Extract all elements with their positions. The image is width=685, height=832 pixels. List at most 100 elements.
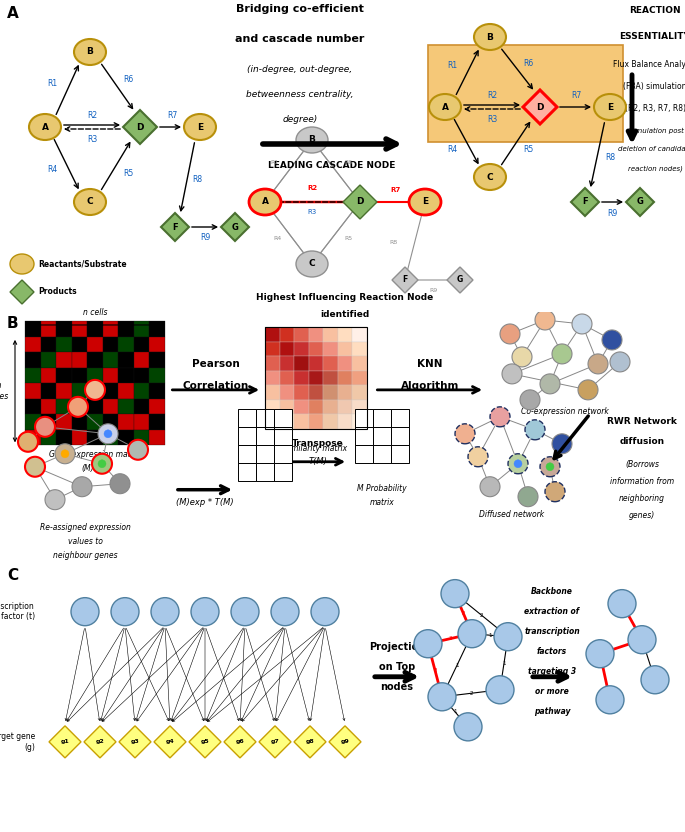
Bar bbox=[265, 414, 279, 428]
Text: 1: 1 bbox=[488, 632, 492, 637]
Bar bbox=[40, 353, 56, 368]
Bar bbox=[323, 342, 338, 356]
Text: g9: g9 bbox=[340, 740, 349, 745]
Text: R2: R2 bbox=[487, 91, 497, 100]
Text: (simulation post: (simulation post bbox=[627, 127, 684, 134]
Text: and cascade number: and cascade number bbox=[236, 34, 364, 44]
Bar bbox=[25, 414, 40, 430]
Text: Similarity matrix: Similarity matrix bbox=[284, 444, 347, 453]
Text: neighboring: neighboring bbox=[619, 493, 665, 503]
Text: extraction of: extraction of bbox=[525, 607, 580, 616]
Bar bbox=[87, 368, 103, 384]
Text: nodes: nodes bbox=[380, 681, 414, 691]
Text: on Top: on Top bbox=[379, 661, 415, 671]
Text: Bridging co-efficient: Bridging co-efficient bbox=[236, 4, 364, 14]
Text: G: G bbox=[457, 275, 463, 285]
Text: g7: g7 bbox=[271, 740, 279, 745]
Bar bbox=[391, 409, 409, 427]
Bar bbox=[118, 430, 134, 445]
Bar bbox=[308, 400, 323, 414]
Circle shape bbox=[546, 463, 554, 471]
Bar bbox=[308, 385, 323, 400]
Bar bbox=[279, 414, 294, 428]
Text: B: B bbox=[7, 316, 18, 331]
Bar bbox=[25, 321, 40, 337]
Bar bbox=[118, 321, 134, 337]
Text: genes): genes) bbox=[629, 511, 655, 520]
Text: T(M): T(M) bbox=[308, 457, 327, 466]
Text: g3: g3 bbox=[131, 740, 139, 745]
Bar bbox=[56, 321, 71, 337]
Bar bbox=[279, 400, 294, 414]
Text: t5: t5 bbox=[241, 609, 249, 614]
Text: R3: R3 bbox=[87, 135, 97, 143]
Circle shape bbox=[514, 460, 522, 468]
Bar bbox=[134, 414, 149, 430]
Bar bbox=[87, 353, 103, 368]
Text: 1: 1 bbox=[453, 710, 457, 715]
Circle shape bbox=[628, 626, 656, 654]
Text: Algorithm: Algorithm bbox=[401, 381, 459, 391]
Circle shape bbox=[128, 440, 148, 460]
Text: g5: g5 bbox=[201, 740, 210, 745]
Text: factors: factors bbox=[537, 646, 567, 656]
Bar bbox=[56, 337, 71, 353]
Bar bbox=[103, 353, 118, 368]
Circle shape bbox=[502, 364, 522, 384]
Text: B: B bbox=[486, 32, 493, 42]
Bar bbox=[338, 356, 352, 371]
Bar bbox=[71, 414, 87, 430]
Circle shape bbox=[468, 447, 488, 467]
Text: t1: t1 bbox=[619, 602, 625, 607]
Circle shape bbox=[71, 597, 99, 626]
Text: Pearson: Pearson bbox=[192, 359, 240, 369]
Text: 1: 1 bbox=[502, 661, 506, 666]
Bar bbox=[40, 368, 56, 384]
Text: C: C bbox=[486, 172, 493, 181]
Text: t2: t2 bbox=[121, 609, 129, 614]
Bar bbox=[338, 400, 352, 414]
Bar bbox=[87, 399, 103, 414]
Text: R7: R7 bbox=[167, 111, 177, 121]
Ellipse shape bbox=[296, 251, 328, 277]
Text: A: A bbox=[262, 197, 269, 206]
Bar bbox=[56, 399, 71, 414]
Circle shape bbox=[68, 397, 88, 417]
Circle shape bbox=[61, 450, 69, 458]
Circle shape bbox=[602, 330, 622, 350]
Text: 3: 3 bbox=[433, 668, 437, 673]
Bar bbox=[373, 445, 391, 463]
Bar bbox=[56, 384, 71, 399]
Bar bbox=[294, 328, 308, 342]
Bar bbox=[323, 371, 338, 385]
Text: R3: R3 bbox=[487, 115, 497, 123]
Text: t7: t7 bbox=[497, 687, 503, 692]
Bar bbox=[274, 463, 292, 481]
Polygon shape bbox=[49, 726, 81, 758]
Bar bbox=[87, 337, 103, 353]
Text: transcription: transcription bbox=[524, 626, 580, 636]
Text: D: D bbox=[536, 102, 544, 111]
Bar bbox=[294, 356, 308, 371]
Text: R8: R8 bbox=[389, 240, 397, 245]
Ellipse shape bbox=[29, 114, 61, 140]
Polygon shape bbox=[84, 726, 116, 758]
Text: t3: t3 bbox=[469, 631, 475, 636]
Text: (Borrows: (Borrows bbox=[625, 460, 659, 468]
Bar bbox=[373, 409, 391, 427]
Bar bbox=[352, 414, 366, 428]
Text: B: B bbox=[86, 47, 93, 57]
Bar bbox=[71, 368, 87, 384]
Text: matrix: matrix bbox=[370, 498, 395, 507]
Bar bbox=[134, 384, 149, 399]
Bar bbox=[25, 353, 40, 368]
Text: Highest Influencing Reaction Node: Highest Influencing Reaction Node bbox=[256, 293, 434, 302]
Bar bbox=[103, 337, 118, 353]
Bar bbox=[308, 328, 323, 342]
Text: M Probability: M Probability bbox=[357, 483, 407, 493]
Polygon shape bbox=[10, 280, 34, 304]
Text: C: C bbox=[87, 197, 93, 206]
Bar bbox=[279, 385, 294, 400]
Polygon shape bbox=[224, 726, 256, 758]
Bar bbox=[87, 414, 103, 430]
